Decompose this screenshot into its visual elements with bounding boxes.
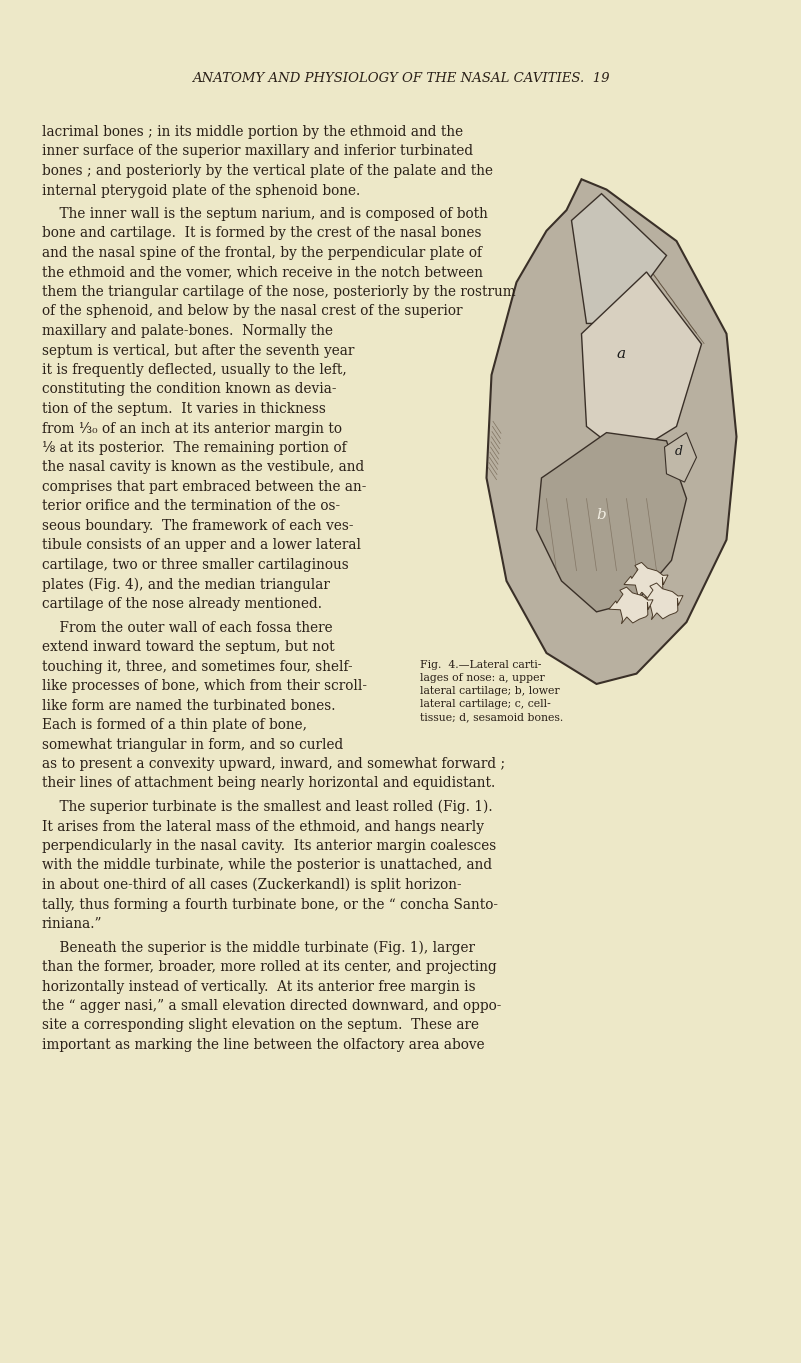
- Polygon shape: [571, 194, 666, 323]
- Text: lateral cartilage; b, lower: lateral cartilage; b, lower: [420, 686, 560, 696]
- Text: bones ; and posteriorly by the vertical plate of the palate and the: bones ; and posteriorly by the vertical …: [42, 164, 493, 179]
- Text: Each is formed of a thin plate of bone,: Each is formed of a thin plate of bone,: [42, 718, 307, 732]
- Text: It arises from the lateral mass of the ethmoid, and hangs nearly: It arises from the lateral mass of the e…: [42, 819, 484, 834]
- Text: ANATOMY AND PHYSIOLOGY OF THE NASAL CAVITIES.  19: ANATOMY AND PHYSIOLOGY OF THE NASAL CAVI…: [192, 72, 610, 85]
- Text: terior orifice and the termination of the os-: terior orifice and the termination of th…: [42, 499, 340, 514]
- Text: lateral cartilage; c, cell-: lateral cartilage; c, cell-: [420, 699, 551, 709]
- Text: riniana.”: riniana.”: [42, 917, 103, 931]
- Text: extend inward toward the septum, but not: extend inward toward the septum, but not: [42, 641, 335, 654]
- Text: tally, thus forming a fourth turbinate bone, or the “ concha Santo-: tally, thus forming a fourth turbinate b…: [42, 897, 498, 912]
- Text: inner surface of the superior maxillary and inferior turbinated: inner surface of the superior maxillary …: [42, 144, 473, 158]
- Polygon shape: [582, 273, 702, 458]
- Text: like processes of bone, which from their scroll-: like processes of bone, which from their…: [42, 679, 367, 692]
- Text: them the triangular cartilage of the nose, posteriorly by the rostrum: them the triangular cartilage of the nos…: [42, 285, 516, 298]
- Text: b: b: [597, 508, 606, 522]
- Text: like form are named the turbinated bones.: like form are named the turbinated bones…: [42, 698, 336, 713]
- Text: in about one-third of all cases (Zuckerkandl) is split horizon-: in about one-third of all cases (Zuckerk…: [42, 878, 461, 893]
- Text: and the nasal spine of the frontal, by the perpendicular plate of: and the nasal spine of the frontal, by t…: [42, 245, 482, 260]
- Text: comprises that part embraced between the an-: comprises that part embraced between the…: [42, 480, 366, 493]
- Text: ⅛ at its posterior.  The remaining portion of: ⅛ at its posterior. The remaining portio…: [42, 442, 347, 455]
- Text: lages of nose: a, upper: lages of nose: a, upper: [420, 673, 545, 683]
- Text: maxillary and palate-bones.  Normally the: maxillary and palate-bones. Normally the: [42, 324, 333, 338]
- Text: their lines of attachment being nearly horizontal and equidistant.: their lines of attachment being nearly h…: [42, 777, 495, 791]
- Text: lacrimal bones ; in its middle portion by the ethmoid and the: lacrimal bones ; in its middle portion b…: [42, 125, 463, 139]
- Text: cartilage of the nose already mentioned.: cartilage of the nose already mentioned.: [42, 597, 322, 611]
- Text: tibule consists of an upper and a lower lateral: tibule consists of an upper and a lower …: [42, 538, 361, 552]
- Text: tissue; d, sesamoid bones.: tissue; d, sesamoid bones.: [420, 711, 563, 722]
- Text: than the former, broader, more rolled at its center, and projecting: than the former, broader, more rolled at…: [42, 960, 497, 975]
- Polygon shape: [537, 432, 686, 612]
- Text: horizontally instead of vertically.  At its anterior free margin is: horizontally instead of vertically. At i…: [42, 980, 476, 994]
- Text: The superior turbinate is the smallest and least rolled (Fig. 1).: The superior turbinate is the smallest a…: [42, 800, 493, 814]
- Polygon shape: [609, 587, 653, 624]
- Text: touching it, three, and sometimes four, shelf-: touching it, three, and sometimes four, …: [42, 660, 352, 673]
- Text: with the middle turbinate, while the posterior is unattached, and: with the middle turbinate, while the pos…: [42, 859, 492, 872]
- Text: the nasal cavity is known as the vestibule, and: the nasal cavity is known as the vestibu…: [42, 461, 364, 474]
- Polygon shape: [486, 180, 736, 684]
- Text: seous boundary.  The framework of each ves-: seous boundary. The framework of each ve…: [42, 519, 353, 533]
- Polygon shape: [639, 583, 683, 620]
- Text: a: a: [617, 348, 626, 361]
- Text: bone and cartilage.  It is formed by the crest of the nasal bones: bone and cartilage. It is formed by the …: [42, 226, 481, 240]
- Polygon shape: [665, 432, 697, 483]
- Text: From the outer wall of each fossa there: From the outer wall of each fossa there: [42, 620, 332, 635]
- Text: somewhat triangular in form, and so curled: somewhat triangular in form, and so curl…: [42, 737, 344, 751]
- Text: of the sphenoid, and below by the nasal crest of the superior: of the sphenoid, and below by the nasal …: [42, 304, 462, 319]
- Text: important as marking the line between the olfactory area above: important as marking the line between th…: [42, 1039, 485, 1052]
- Text: the ethmoid and the vomer, which receive in the notch between: the ethmoid and the vomer, which receive…: [42, 266, 483, 279]
- Text: d: d: [674, 444, 682, 458]
- Text: Fig.  4.—Lateral carti-: Fig. 4.—Lateral carti-: [420, 660, 541, 671]
- Text: perpendicularly in the nasal cavity.  Its anterior margin coalesces: perpendicularly in the nasal cavity. Its…: [42, 840, 497, 853]
- Text: tion of the septum.  It varies in thickness: tion of the septum. It varies in thickne…: [42, 402, 326, 416]
- Polygon shape: [624, 563, 668, 600]
- Text: constituting the condition known as devia-: constituting the condition known as devi…: [42, 383, 336, 397]
- Text: as to present a convexity upward, inward, and somewhat forward ;: as to present a convexity upward, inward…: [42, 756, 505, 771]
- Text: septum is vertical, but after the seventh year: septum is vertical, but after the sevent…: [42, 343, 354, 357]
- Text: from ⅓₀ of an inch at its anterior margin to: from ⅓₀ of an inch at its anterior margi…: [42, 421, 342, 436]
- Text: Beneath the superior is the middle turbinate (Fig. 1), larger: Beneath the superior is the middle turbi…: [42, 940, 475, 955]
- Text: The inner wall is the septum narium, and is composed of both: The inner wall is the septum narium, and…: [42, 207, 488, 221]
- Text: internal pterygoid plate of the sphenoid bone.: internal pterygoid plate of the sphenoid…: [42, 184, 360, 198]
- Text: cartilage, two or three smaller cartilaginous: cartilage, two or three smaller cartilag…: [42, 557, 348, 572]
- Text: plates (Fig. 4), and the median triangular: plates (Fig. 4), and the median triangul…: [42, 578, 330, 592]
- Text: the “ agger nasi,” a small elevation directed downward, and oppo-: the “ agger nasi,” a small elevation dir…: [42, 999, 501, 1013]
- Text: site a corresponding slight elevation on the septum.  These are: site a corresponding slight elevation on…: [42, 1018, 479, 1033]
- Text: it is frequently deflected, usually to the left,: it is frequently deflected, usually to t…: [42, 363, 347, 378]
